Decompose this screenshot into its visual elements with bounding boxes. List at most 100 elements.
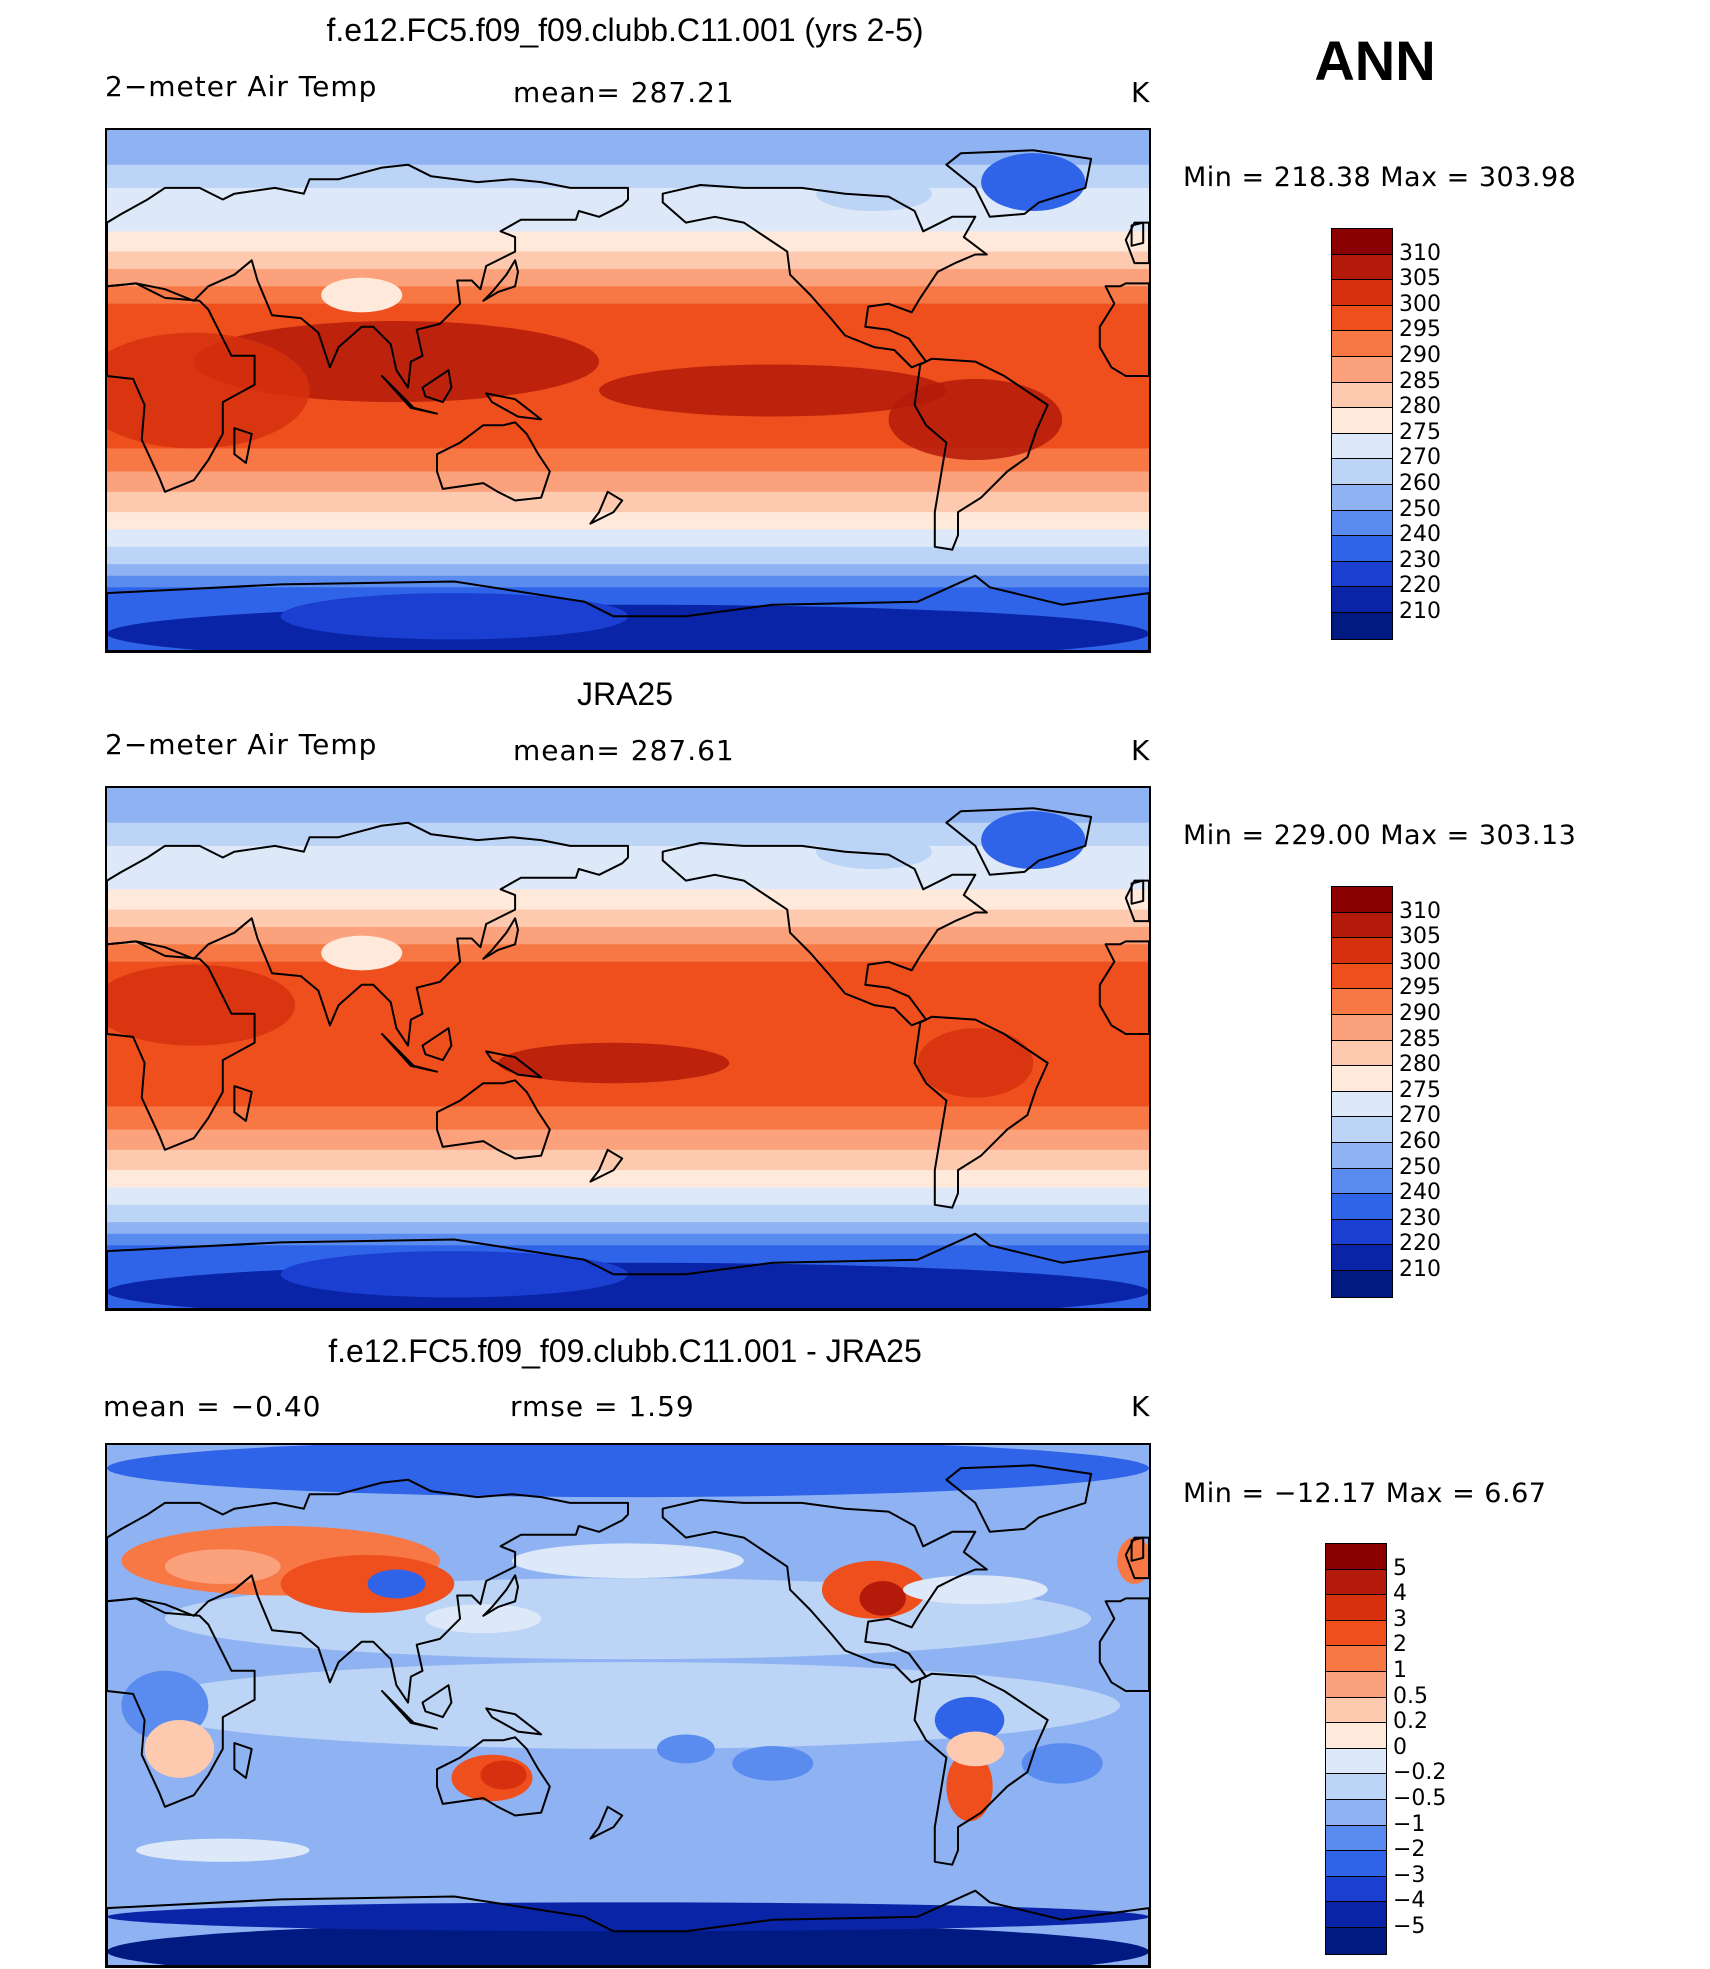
coastline — [107, 940, 256, 1151]
coastline — [381, 1690, 438, 1730]
temperature-band — [107, 529, 1149, 548]
colorbar-level-label: 210 — [1399, 599, 1441, 624]
colorbar-level-label: 300 — [1399, 291, 1441, 317]
panel-2-map — [105, 786, 1151, 1311]
temperature-band — [107, 788, 1149, 824]
temperature-band — [107, 208, 1149, 232]
colorbar-swatch — [1331, 458, 1393, 486]
colorbar-swatch — [1331, 911, 1393, 940]
colorbar-swatch — [1331, 330, 1393, 358]
temperature-blob — [497, 1042, 730, 1084]
coastline — [661, 842, 988, 1027]
coastline — [107, 282, 256, 493]
colorbar-swatch — [1331, 253, 1393, 282]
difference-region — [859, 1581, 906, 1616]
panel-1-map — [105, 128, 1151, 653]
temperature-band — [107, 231, 1149, 253]
colorbar-level-label: −3 — [1393, 1862, 1426, 1888]
temperature-band — [107, 909, 1149, 928]
coastline — [436, 1079, 551, 1160]
colorbar-level-label: 260 — [1399, 471, 1441, 496]
colorbar-level-label: −4 — [1393, 1888, 1426, 1914]
panel-1-mean-label: mean= 287.21 — [513, 76, 735, 109]
temperature-band — [107, 1129, 1149, 1151]
colorbar-swatch — [1325, 1619, 1387, 1648]
coastline — [233, 1742, 253, 1779]
panel-1-minmax: Min = 218.38 Max = 303.98 — [1183, 162, 1577, 193]
temperature-band — [107, 491, 1149, 513]
panel-3-map — [105, 1443, 1151, 1968]
colorbar-swatch — [1331, 381, 1393, 410]
difference-region — [480, 1760, 527, 1790]
colorbar-swatch — [1331, 509, 1393, 538]
temperature-band — [107, 130, 1149, 166]
temperature-band — [107, 546, 1149, 565]
coastline — [913, 1672, 1049, 1866]
coastline — [945, 807, 1093, 876]
difference-region — [946, 1731, 1005, 1767]
coastline — [589, 1148, 624, 1183]
colorbar-level-label: 300 — [1399, 949, 1441, 975]
coastline — [1130, 879, 1145, 905]
coastline — [381, 375, 438, 415]
cold-region — [981, 153, 1086, 212]
temperature-band — [107, 1170, 1149, 1188]
colorbar-level-label: 295 — [1399, 317, 1441, 343]
temperature-band — [107, 268, 1149, 287]
colorbar-level-label: 290 — [1399, 343, 1441, 368]
colorbar-swatch — [1331, 1167, 1393, 1196]
difference-region — [1021, 1743, 1103, 1784]
colorbar-level-label: 210 — [1399, 1257, 1441, 1282]
colorbar-swatch — [1325, 1722, 1387, 1750]
coastline — [107, 1232, 1149, 1309]
panel-3-minmax: Min = −12.17 Max = 6.67 — [1183, 1478, 1547, 1509]
cold-region — [816, 176, 932, 212]
difference-region — [280, 1554, 455, 1613]
colorbar-level-label: 1 — [1393, 1658, 1407, 1683]
colorbar-level-label: 280 — [1399, 394, 1441, 420]
difference-region — [135, 1662, 1121, 1749]
coastline — [107, 821, 629, 1047]
coastline — [589, 490, 624, 525]
colorbar-swatch — [1331, 1039, 1393, 1068]
colorbar-swatch — [1331, 1116, 1393, 1144]
coastline — [913, 1015, 1049, 1209]
colorbar-swatch — [1331, 1090, 1393, 1119]
coastline — [485, 392, 543, 421]
colorbar-swatch — [1331, 1270, 1393, 1298]
colorbar-level-label: 230 — [1399, 547, 1441, 573]
coastline — [233, 427, 253, 464]
coastline — [1130, 221, 1145, 247]
colorbar-level-label: 0.2 — [1393, 1709, 1428, 1735]
coastline — [1098, 282, 1149, 377]
colorbar-level-label: 285 — [1399, 1026, 1441, 1052]
coastline — [107, 1597, 256, 1808]
colorbar-level-label: 0 — [1393, 1734, 1407, 1760]
panel-2-mean-label: mean= 287.61 — [513, 734, 735, 767]
colorbar-swatch — [1331, 304, 1393, 333]
colorbar-level-label: 275 — [1399, 419, 1441, 445]
temperature-band — [107, 448, 1149, 473]
coastline — [945, 149, 1093, 218]
panel-1-unit-label: K — [1131, 76, 1151, 109]
panel-2-title: JRA25 — [576, 676, 674, 712]
colorbar-level-label: 2 — [1393, 1632, 1407, 1658]
colorbar-level-label: 305 — [1399, 924, 1441, 950]
coastline — [107, 163, 629, 389]
panel-2-unit-label: K — [1131, 734, 1151, 767]
coastline — [945, 1464, 1093, 1533]
colorbar-level-label: 270 — [1399, 445, 1441, 471]
colorbar-swatch — [1325, 1901, 1387, 1929]
colorbar-swatch — [1331, 1218, 1393, 1247]
temperature-blob — [599, 364, 947, 417]
temperature-band — [107, 303, 1149, 328]
colorbar-swatch — [1331, 560, 1393, 589]
colorbar-level-label: 0.5 — [1393, 1683, 1428, 1709]
colorbar-level-label: 310 — [1399, 898, 1441, 924]
colorbar-level-label: 310 — [1399, 240, 1441, 266]
colorbar-swatch — [1331, 586, 1393, 614]
colorbar-swatch — [1331, 988, 1393, 1016]
difference-region — [656, 1734, 715, 1764]
colorbar-level-label: 5 — [1393, 1555, 1407, 1581]
coastline — [107, 574, 1149, 651]
